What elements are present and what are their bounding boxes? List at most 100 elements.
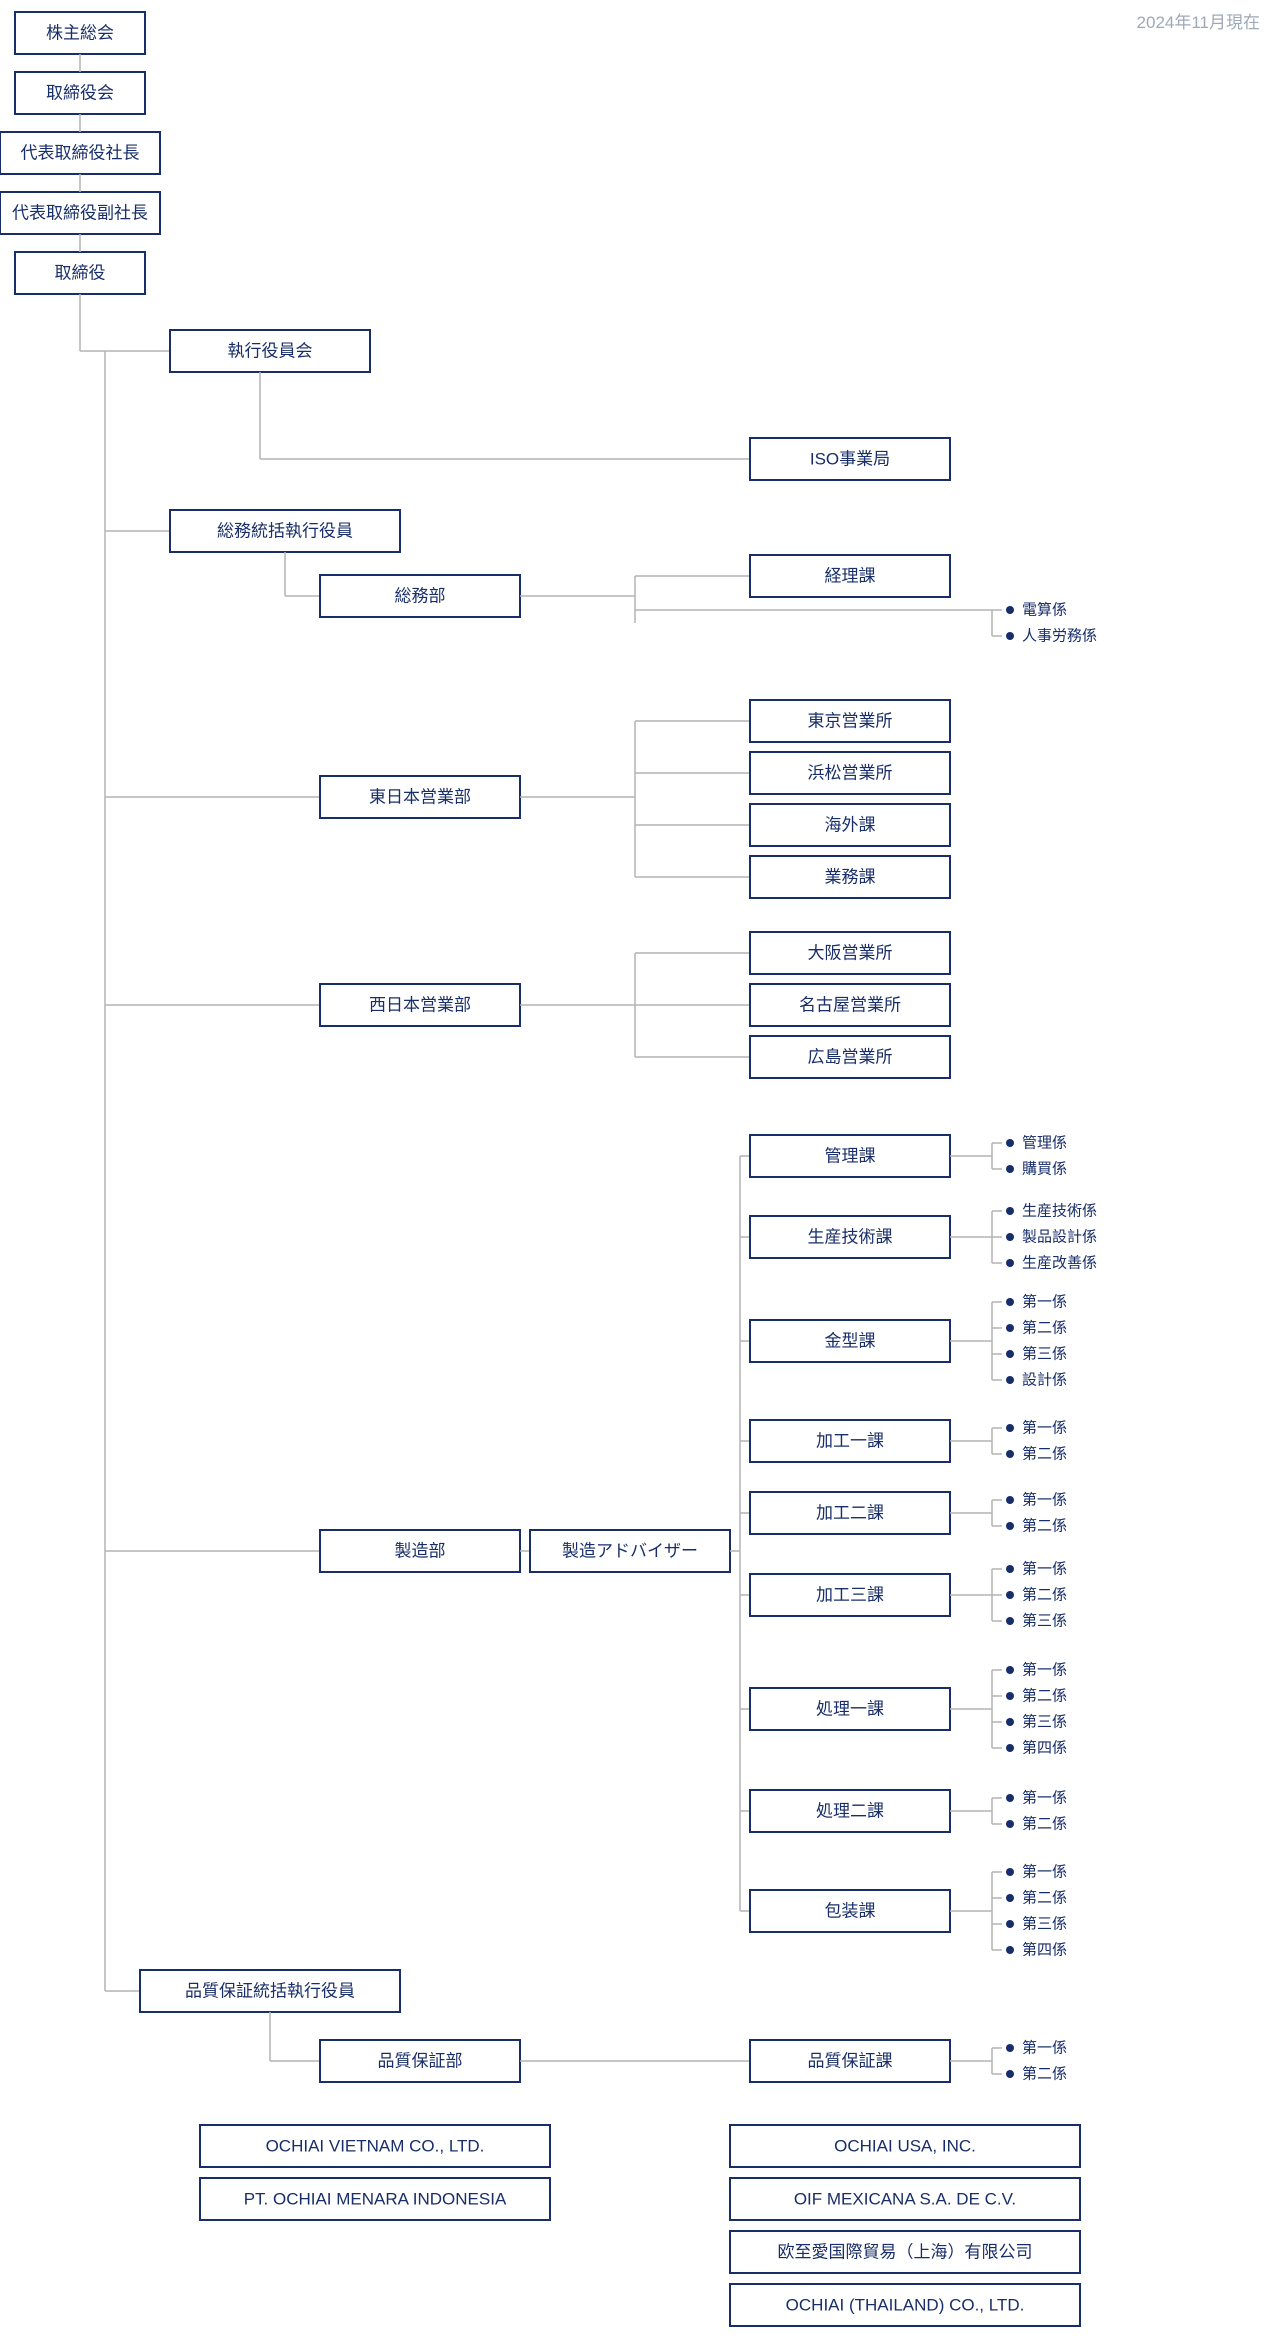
bullet-dot [1006,2044,1014,2052]
bullet-dot [1006,1617,1014,1625]
bullet-dot [1006,1424,1014,1432]
bullet-label: 第一係 [1022,1293,1067,1311]
iso-office-label: ISO事業局 [810,450,890,469]
bullet-label: 第一係 [1022,2039,1067,2057]
qa-lead-label: 品質保証統括執行役員 [185,1982,355,2001]
mfg-child-8-label: 包装課 [825,1902,876,1921]
west-child-0-label: 大阪営業所 [808,944,893,963]
mfg-child-7-label: 処理二課 [816,1802,884,1821]
bullet-dot [1006,1692,1014,1700]
bullet-dot [1006,1920,1014,1928]
east-child-3-label: 業務課 [825,868,876,887]
bullet-dot [1006,1324,1014,1332]
bullet-label: 第三係 [1022,1915,1067,1933]
bullet-label: 第二係 [1022,1687,1067,1705]
somu-dept-label: 総務部 [395,587,446,606]
bullet-label: 製品設計係 [1022,1229,1097,1246]
bullet-dot [1006,1496,1014,1504]
org-chart: 2024年11月現在株主総会取締役会代表取締役社長代表取締役副社長取締役執行役員… [0,0,1270,2348]
bullet-label: 第三係 [1022,1345,1067,1363]
mfg-child-4-label: 加工二課 [816,1504,884,1523]
mfg-child-3-label: 加工一課 [816,1432,884,1451]
bullet-label: 第四係 [1022,1941,1067,1959]
bullet-dot [1006,1376,1014,1384]
bullet-dot [1006,632,1014,640]
bullet-dot [1006,1207,1014,1215]
bullet-label: 第二係 [1022,1445,1067,1463]
bullet-label: 第一係 [1022,1789,1067,1807]
top-chain-2-label: 代表取締役社長 [21,144,140,163]
mfg-child-0-label: 管理課 [825,1147,876,1166]
bullet-label: 第一係 [1022,1491,1067,1509]
bullet-dot [1006,1165,1014,1173]
bullet-label: 第二係 [1022,2065,1067,2083]
bullet-label: 購買係 [1022,1161,1067,1178]
bullet-label: 生産技術係 [1022,1203,1097,1220]
bullet-dot [1006,1868,1014,1876]
bullet-label: 第一係 [1022,1863,1067,1881]
mfg-child-5-label: 加工三課 [816,1586,884,1605]
bullet-label: 生産改善係 [1022,1255,1097,1272]
bullet-dot [1006,1946,1014,1954]
bullet-dot [1006,1794,1014,1802]
subsidiary-left-1-label: PT. OCHIAI MENARA INDONESIA [244,2190,507,2209]
subsidiary-right-2-label: 欧至愛国際貿易（上海）有限公司 [778,2243,1033,2262]
subsidiary-right-3-label: OCHIAI (THAILAND) CO., LTD. [786,2296,1025,2315]
subsidiary-left-0-label: OCHIAI VIETNAM CO., LTD. [266,2137,485,2156]
bullet-dot [1006,1744,1014,1752]
bullet-dot [1006,1565,1014,1573]
bullet-label: 第一係 [1022,1560,1067,1578]
bullet-dot [1006,1259,1014,1267]
west-dept-label: 西日本営業部 [369,996,471,1015]
qa-dept-label: 品質保証部 [378,2052,463,2071]
bullet-label: 第二係 [1022,1319,1067,1337]
bullet-label: 第三係 [1022,1612,1067,1630]
bullet-label: 第二係 [1022,1815,1067,1833]
bullet-label: 第一係 [1022,1661,1067,1679]
bullet-label: 人事労務係 [1022,628,1097,645]
bullet-dot [1006,1298,1014,1306]
bullet-dot [1006,1591,1014,1599]
mfg-child-2-label: 金型課 [825,1332,876,1351]
top-chain-1-label: 取締役会 [46,84,114,103]
bullet-label: 第四係 [1022,1739,1067,1757]
east-child-1-label: 浜松営業所 [808,764,893,783]
west-child-1-label: 名古屋営業所 [799,996,901,1015]
bullet-label: 第二係 [1022,1517,1067,1535]
mfg-child-1-label: 生産技術課 [808,1228,893,1247]
bullet-dot [1006,1666,1014,1674]
bullet-dot [1006,1894,1014,1902]
bullet-dot [1006,1350,1014,1358]
bullet-dot [1006,1718,1014,1726]
bullet-dot [1006,1450,1014,1458]
qa-child-0-label: 品質保証課 [808,2052,893,2071]
somu-child-0-label: 経理課 [825,567,876,586]
bullet-dot [1006,606,1014,614]
bullet-label: 管理係 [1022,1135,1067,1152]
bullet-label: 設計係 [1022,1372,1067,1389]
subsidiary-right-0-label: OCHIAI USA, INC. [834,2137,976,2156]
mfg-dept-label: 製造部 [395,1542,446,1561]
west-child-2-label: 広島営業所 [808,1048,893,1067]
east-child-0-label: 東京営業所 [808,712,893,731]
bullet-dot [1006,1233,1014,1241]
bullet-dot [1006,1820,1014,1828]
top-chain-3-label: 代表取締役副社長 [12,204,148,223]
bullet-label: 第三係 [1022,1713,1067,1731]
somu-lead-label: 総務統括執行役員 [217,522,353,541]
top-chain-0-label: 株主総会 [46,24,114,43]
bullet-dot [1006,1522,1014,1530]
east-child-2-label: 海外課 [825,816,876,835]
mfg-advisor-label: 製造アドバイザー [562,1542,698,1561]
bullet-dot [1006,1139,1014,1147]
bullet-label: 第二係 [1022,1889,1067,1907]
bullet-label: 電算係 [1022,601,1067,619]
bullet-label: 第二係 [1022,1586,1067,1604]
mfg-child-6-label: 処理一課 [816,1700,884,1719]
exec-committee-label: 執行役員会 [228,342,313,361]
east-dept-label: 東日本営業部 [369,788,471,807]
bullet-label: 第一係 [1022,1419,1067,1437]
date-label: 2024年11月現在 [1137,13,1260,32]
bullet-dot [1006,2070,1014,2078]
subsidiary-right-1-label: OIF MEXICANA S.A. DE C.V. [794,2190,1016,2209]
